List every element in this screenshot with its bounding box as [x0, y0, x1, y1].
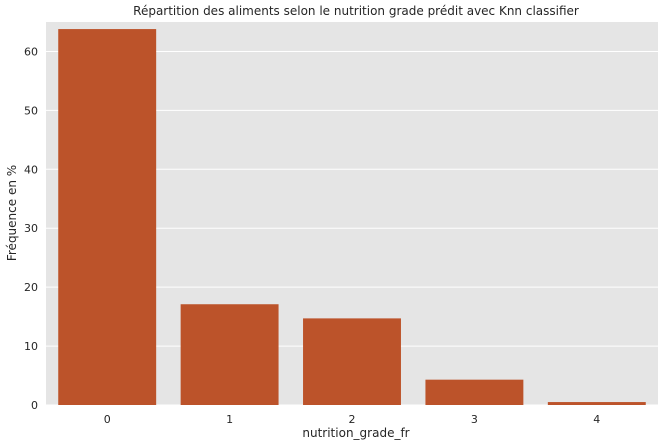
- y-axis-label: Fréquence en %: [5, 165, 19, 261]
- bar-1: [180, 304, 279, 405]
- x-axis-ticks: 0 1 2 3 4: [104, 413, 601, 426]
- x-tick-label: 4: [593, 413, 600, 426]
- y-tick-label: 50: [24, 104, 38, 117]
- y-tick-label: 30: [24, 222, 38, 235]
- y-tick-label: 40: [24, 163, 38, 176]
- bar-3: [425, 379, 524, 405]
- y-axis-ticks: 0 10 20 30 40 50 60: [24, 45, 38, 412]
- x-tick-label: 0: [104, 413, 111, 426]
- chart-title: Répartition des aliments selon le nutrit…: [133, 4, 579, 18]
- x-tick-label: 3: [471, 413, 478, 426]
- x-axis-label: nutrition_grade_fr: [302, 426, 409, 440]
- x-tick-label: 1: [226, 413, 233, 426]
- bar-2: [303, 318, 401, 405]
- bar-0: [58, 29, 157, 405]
- bar-4: [547, 402, 646, 405]
- x-tick-label: 2: [349, 413, 356, 426]
- y-tick-label: 20: [24, 281, 38, 294]
- y-tick-label: 60: [24, 45, 38, 58]
- bars: [58, 29, 646, 405]
- y-tick-label: 10: [24, 340, 38, 353]
- y-tick-label: 0: [31, 399, 38, 412]
